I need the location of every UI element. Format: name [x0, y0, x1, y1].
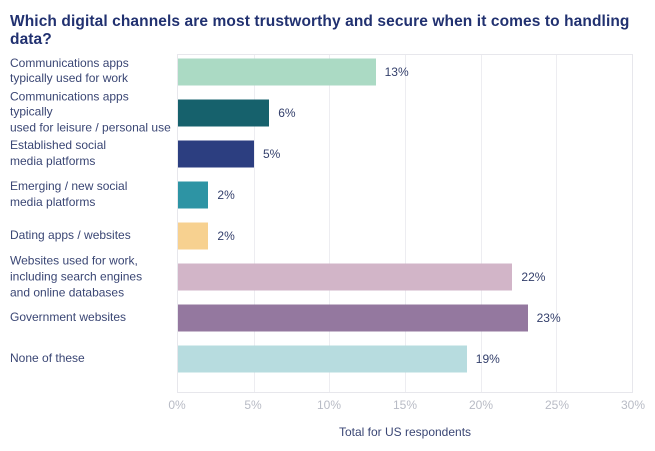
bar-label: Established social media platforms: [10, 137, 107, 168]
bar-label: Dating apps / websites: [10, 228, 131, 243]
bar-value-label: 2%: [217, 187, 235, 202]
bar-value-label: 5%: [263, 146, 281, 161]
bar: [178, 345, 467, 373]
x-tick-label: 25%: [544, 398, 570, 412]
bar-value-label: 23%: [536, 311, 561, 326]
chart-title: Which digital channels are most trustwor…: [10, 13, 630, 48]
x-tick-label: 10%: [316, 398, 342, 412]
bar: [178, 263, 513, 291]
x-tick-label: 0%: [168, 398, 186, 412]
gridline: [253, 55, 255, 392]
bar-row: Government websites 23%: [0, 297, 655, 339]
bar: [178, 99, 270, 127]
bar-value-label: 19%: [475, 352, 500, 367]
gridline: [405, 55, 406, 392]
gridline: [480, 55, 482, 392]
x-tick-label: 15%: [392, 398, 418, 412]
bar: [178, 140, 254, 168]
x-tick-label: 5%: [244, 398, 262, 412]
bar-row: Websites used for work, including search…: [0, 253, 655, 300]
bar-row: Established social media platforms 5%: [0, 133, 655, 175]
bar-row: Emerging / new social media platforms 2%: [0, 174, 655, 216]
bar: [178, 181, 209, 209]
bar: [178, 222, 209, 250]
bar-label: Websites used for work, including search…: [10, 253, 143, 300]
bar-row: None of these 19%: [0, 338, 655, 380]
bar: [178, 304, 528, 332]
bar-row: Dating apps / websites 2%: [0, 215, 655, 257]
bar-value-label: 22%: [521, 270, 546, 285]
bar-value-label: 6%: [278, 105, 296, 120]
gridline: [556, 55, 558, 392]
bar-label: Communications apps typically used for w…: [10, 55, 129, 86]
x-tick-label: 20%: [468, 398, 494, 412]
bar-row: Communications apps typically used for w…: [0, 51, 655, 93]
bar-value-label: 2%: [217, 229, 235, 244]
x-tick-label: 30%: [620, 398, 646, 412]
bar-value-label: 13%: [384, 64, 409, 79]
bar-label: None of these: [10, 351, 85, 366]
bar-label: Emerging / new social media platforms: [10, 179, 128, 209]
axis-caption: Total for US respondents: [338, 425, 472, 439]
gridline: [329, 55, 331, 392]
bar-row: Communications apps typically used for l…: [0, 88, 655, 135]
bar-label: Government websites: [10, 310, 127, 325]
bar: [178, 58, 376, 85]
bar-label: Communications apps typically used for l…: [10, 88, 171, 135]
